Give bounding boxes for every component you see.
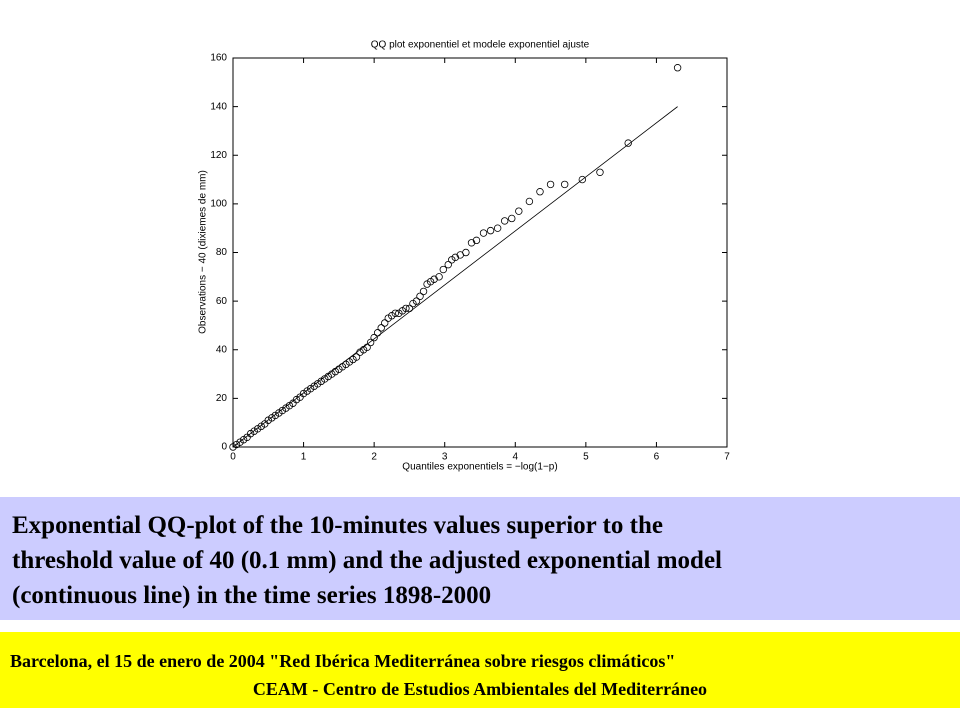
fit-line xyxy=(232,106,678,448)
point xyxy=(391,309,400,317)
point xyxy=(596,168,604,176)
point xyxy=(451,253,459,262)
x-tick-label: 2 xyxy=(371,452,377,463)
x-tick-label: 7 xyxy=(724,452,730,463)
point xyxy=(377,324,385,332)
point xyxy=(515,207,523,215)
point xyxy=(486,226,495,235)
point xyxy=(435,273,443,281)
y-tick-label: 140 xyxy=(210,101,227,112)
footer-line: CEAM - Centro de Estudios Ambientales de… xyxy=(253,679,707,699)
point xyxy=(416,292,424,300)
point xyxy=(536,188,544,196)
point xyxy=(578,175,587,184)
x-tick-label: 5 xyxy=(583,452,589,463)
point xyxy=(546,180,555,189)
y-tick-label: 80 xyxy=(216,247,228,258)
point xyxy=(673,64,682,72)
y-tick-label: 60 xyxy=(216,296,228,307)
footer-line: Barcelona, el 15 de enero de 2004 "Red I… xyxy=(10,651,675,671)
caption-box xyxy=(0,497,960,620)
point xyxy=(508,214,516,223)
y-tick-label: 20 xyxy=(216,393,228,404)
point xyxy=(462,248,470,257)
point xyxy=(525,197,534,206)
point xyxy=(444,260,452,269)
footer-box xyxy=(0,632,960,708)
y-axis-label: Observations − 40 (dixiemes de mm) xyxy=(198,170,209,334)
x-tick-label: 3 xyxy=(442,452,448,463)
x-tick-label: 0 xyxy=(230,452,236,463)
x-tick-label: 1 xyxy=(301,452,307,463)
point xyxy=(479,229,488,237)
y-tick-label: 120 xyxy=(210,150,227,161)
point xyxy=(402,304,410,313)
point xyxy=(439,265,448,274)
y-tick-label: 100 xyxy=(210,199,227,210)
point xyxy=(381,319,389,327)
point xyxy=(472,236,481,245)
x-tick-label: 4 xyxy=(513,452,519,463)
point xyxy=(370,333,378,342)
point xyxy=(412,297,421,305)
caption-line: (continuous line) in the time series 189… xyxy=(12,582,491,609)
plot: QQ plot exponentiel et modele exponentie… xyxy=(198,40,731,473)
y-tick-label: 0 xyxy=(221,442,227,453)
point xyxy=(366,338,375,347)
point xyxy=(624,139,632,147)
caption-line: threshold value of 40 (0.1 mm) and the a… xyxy=(12,547,722,574)
point xyxy=(467,239,476,247)
point xyxy=(430,275,438,283)
point xyxy=(419,287,428,296)
y-tick-label: 160 xyxy=(210,53,227,64)
point xyxy=(493,224,502,232)
chart-title: QQ plot exponentiel et modele exponentie… xyxy=(371,40,590,51)
x-axis-label: Quantiles exponentiels = −log(1−p) xyxy=(402,462,557,473)
caption-line: Exponential QQ-plot of the 10-minutes va… xyxy=(12,512,663,539)
point xyxy=(352,353,361,361)
x-tick-label: 6 xyxy=(654,452,660,463)
y-tick-label: 40 xyxy=(216,344,228,355)
point xyxy=(501,217,509,225)
point xyxy=(560,180,569,189)
